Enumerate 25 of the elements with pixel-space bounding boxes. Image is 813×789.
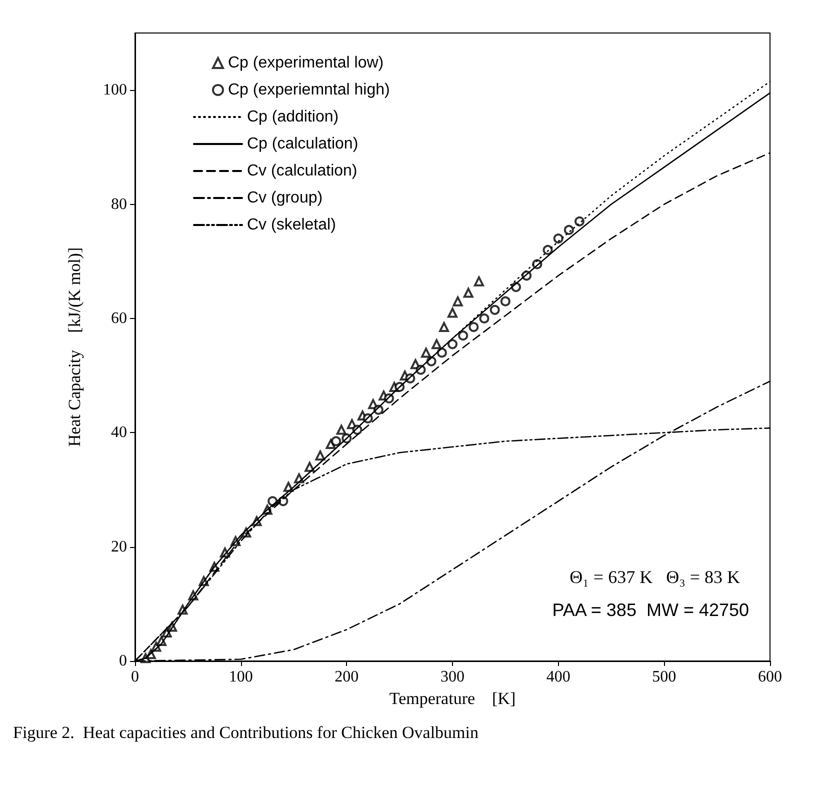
x-axis-title: Temperature [K] (389, 688, 516, 708)
legend-label: Cv (calculation) (247, 162, 358, 180)
legend-label: Cp (experimental low) (228, 54, 384, 72)
x-tick-label: 500 (652, 668, 676, 686)
x-tick-label: 400 (546, 668, 570, 686)
legend-label: Cv (skeletal) (247, 216, 336, 234)
legend-label: Cp (addition) (247, 108, 339, 126)
y-tick-label: 60 (111, 310, 127, 327)
y-tick-label: 80 (111, 196, 127, 213)
x-tick-label: 200 (334, 668, 359, 686)
x-tick-label: 0 (131, 668, 139, 686)
y-tick-label: 40 (111, 424, 127, 442)
legend-label: Cp (calculation) (247, 136, 358, 152)
caption: Figure 2. Heat capacities and Contributions for Chicken Ovalbumin (13, 723, 480, 742)
legend-label: Cv (group) (247, 190, 323, 206)
legend-label: Cp (experiemntal high) (228, 82, 390, 98)
y-tick-label: 0 (119, 652, 127, 670)
annotation: Θ₁ = 637 K Θ₃ = 83 K (570, 567, 740, 587)
x-tick-label: 300 (440, 668, 464, 686)
y-axis-title: Heat Capacity [kJ/(K mol)] (65, 247, 84, 447)
y-tick-label: 20 (111, 538, 127, 556)
x-tick-label: 100 (228, 668, 253, 686)
y-tick-label: 100 (103, 82, 127, 99)
x-tick-label: 600 (758, 668, 782, 686)
annotation: PAA = 385 MW = 42750 (552, 600, 750, 620)
